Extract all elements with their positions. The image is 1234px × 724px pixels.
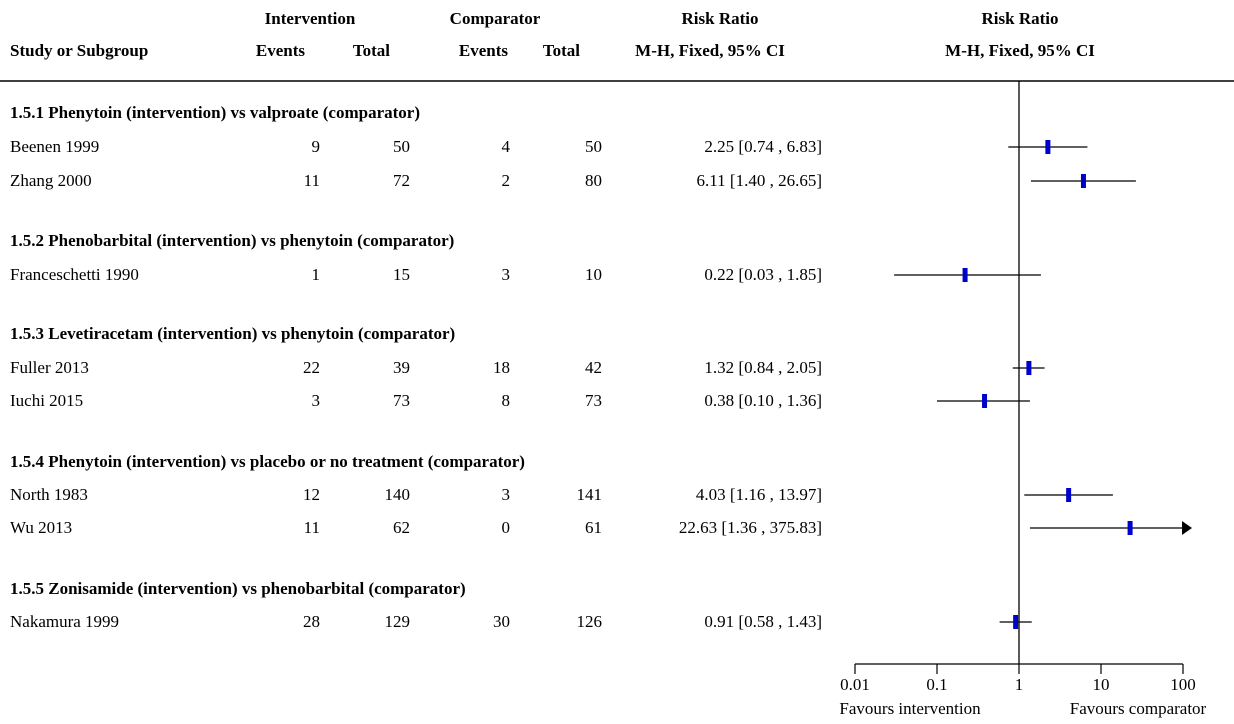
study-name: North 1983 [10, 485, 88, 504]
risk-ratio-ci-value: 6.11 [1.40 , 26.65] [696, 171, 822, 190]
intervention-total-value: 62 [393, 518, 410, 537]
point-estimate-marker [1045, 140, 1051, 154]
comparator-events-value: 30 [493, 612, 510, 631]
risk-ratio-ci-value: 0.22 [0.03 , 1.85] [704, 265, 822, 284]
intervention-events-value: 12 [303, 485, 320, 504]
risk-ratio-ci-value: 2.25 [0.74 , 6.83] [704, 137, 822, 156]
comparator-events-value: 8 [501, 391, 511, 410]
comparator-total-value: 80 [585, 171, 602, 190]
intervention-total-value: 15 [393, 265, 410, 284]
point-estimate-marker [962, 268, 968, 282]
intervention-total-header: Total [352, 41, 390, 60]
comparator-total-value: 61 [585, 518, 602, 537]
risk-ratio-ci-value: 4.03 [1.16 , 13.97] [695, 485, 822, 504]
comparator-total-value: 42 [585, 358, 602, 377]
risk-ratio-ci-value: 22.63 [1.36 , 375.83] [678, 518, 822, 537]
subgroup-title: 1.5.4 Phenytoin (intervention) vs placeb… [10, 452, 525, 471]
study-name: Beenen 1999 [10, 137, 100, 156]
point-estimate-marker [1026, 361, 1032, 375]
comparator-events-value: 0 [501, 518, 511, 537]
x-axis-tick-label: 0.01 [840, 675, 870, 694]
comparator-total-value: 141 [576, 485, 603, 504]
ci-arrow [1182, 521, 1192, 535]
comparator-events-header: Events [458, 41, 508, 60]
x-axis-tick-label: 1 [1015, 675, 1024, 694]
study-name: Wu 2013 [10, 518, 73, 537]
risk-ratio-ci-value: 0.91 [0.58 , 1.43] [704, 612, 822, 631]
study-name: Fuller 2013 [10, 358, 89, 377]
x-axis-tick-label: 0.1 [926, 675, 947, 694]
intervention-total-value: 39 [393, 358, 410, 377]
study-name: Zhang 2000 [10, 171, 92, 190]
comparator-total-header: Total [542, 41, 580, 60]
intervention-total-value: 129 [384, 612, 411, 631]
comparator-events-value: 3 [501, 485, 511, 504]
method-plot-header: M-H, Fixed, 95% CI [945, 41, 1095, 60]
intervention-events-value: 3 [311, 391, 321, 410]
study-name: Franceschetti 1990 [10, 265, 139, 284]
subgroup-title: 1.5.5 Zonisamide (intervention) vs pheno… [10, 579, 466, 598]
comparator-total-value: 10 [585, 265, 602, 284]
x-axis-tick-label: 10 [1093, 675, 1110, 694]
intervention-events-value: 28 [303, 612, 320, 631]
point-estimate-marker [1066, 488, 1072, 502]
point-estimate-marker [982, 394, 988, 408]
favours-left-label: Favours intervention [839, 699, 981, 718]
point-estimate-marker [1013, 615, 1019, 629]
risk-ratio-table-header: Risk Ratio [681, 9, 759, 28]
intervention-events-value: 22 [303, 358, 320, 377]
comparator-total-value: 126 [576, 612, 603, 631]
comparator-events-value: 2 [501, 171, 511, 190]
comparator-total-value: 50 [585, 137, 602, 156]
risk-ratio-plot-header: Risk Ratio [981, 9, 1059, 28]
subgroup-title: 1.5.3 Levetiracetam (intervention) vs ph… [10, 324, 456, 343]
point-estimate-marker [1080, 174, 1086, 188]
intervention-total-value: 140 [384, 485, 411, 504]
study-name: Nakamura 1999 [10, 612, 120, 631]
subgroup-title: 1.5.1 Phenytoin (intervention) vs valpro… [10, 103, 420, 122]
study-name: Iuchi 2015 [10, 391, 84, 410]
comparator-events-value: 4 [501, 137, 511, 156]
point-estimate-marker [1127, 521, 1133, 535]
intervention-events-value: 9 [311, 137, 321, 156]
comparator-events-value: 18 [493, 358, 510, 377]
intervention-events-value: 11 [303, 518, 320, 537]
intervention-events-value: 11 [303, 171, 320, 190]
intervention-total-value: 72 [393, 171, 410, 190]
comparator-total-value: 73 [585, 391, 602, 410]
favours-right-label: Favours comparator [1070, 699, 1207, 718]
intervention-events-header: Events [255, 41, 305, 60]
intervention-header: Intervention [264, 9, 356, 28]
risk-ratio-ci-value: 0.38 [0.10 , 1.36] [704, 391, 822, 410]
method-table-header: M-H, Fixed, 95% CI [635, 41, 785, 60]
intervention-total-value: 73 [393, 391, 410, 410]
comparator-header: Comparator [449, 9, 541, 28]
risk-ratio-ci-value: 1.32 [0.84 , 2.05] [704, 358, 822, 377]
subgroup-title: 1.5.2 Phenobarbital (intervention) vs ph… [10, 231, 455, 250]
intervention-events-value: 1 [311, 265, 321, 284]
intervention-total-value: 50 [393, 137, 410, 156]
study-column-header: Study or Subgroup [10, 41, 149, 60]
x-axis-tick-label: 100 [1170, 675, 1196, 694]
comparator-events-value: 3 [501, 265, 511, 284]
